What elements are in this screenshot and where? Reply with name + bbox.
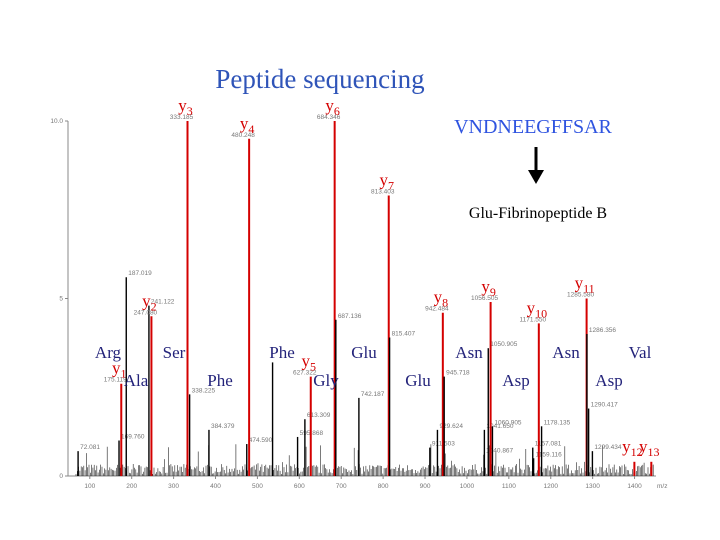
x-tick-label: 900 bbox=[420, 483, 431, 490]
peak-label: 1056.505 bbox=[471, 295, 498, 302]
peak-label: 684.346 bbox=[317, 114, 341, 121]
residue-label: Asp bbox=[595, 371, 622, 390]
y-tick-label: 0 bbox=[59, 473, 63, 480]
residue-label: Glu bbox=[351, 343, 377, 362]
residue-label: Phe bbox=[207, 371, 233, 390]
baseline-noise bbox=[75, 444, 654, 476]
peak-label: 169.760 bbox=[121, 434, 145, 441]
peak-label: 247.080 bbox=[134, 309, 158, 316]
peak-label: 815.407 bbox=[392, 331, 416, 338]
ion-label: y8 bbox=[434, 288, 449, 310]
residue-label: Asn bbox=[455, 343, 483, 362]
x-axis-label: m/z bbox=[657, 483, 667, 490]
peak-label: 1040.867 bbox=[486, 448, 513, 455]
x-tick-label: 1000 bbox=[460, 483, 475, 490]
peak-label: 1171.550 bbox=[519, 316, 546, 323]
peak-label: 384.379 bbox=[211, 423, 235, 430]
ion-label: y4 bbox=[240, 114, 255, 136]
ion-label: y2 bbox=[142, 291, 157, 313]
ion-label: y11 bbox=[575, 274, 595, 296]
peak-label: 1159.116 bbox=[536, 451, 563, 458]
residue-label: Val bbox=[629, 343, 652, 362]
peak-label: 1178.135 bbox=[544, 419, 571, 426]
peak-label: 1050.905 bbox=[490, 341, 517, 348]
residue-label: Ser bbox=[163, 343, 186, 362]
ion-label: y13 bbox=[639, 437, 660, 459]
peak-label: 613.309 bbox=[307, 412, 331, 419]
x-tick-label: 600 bbox=[294, 483, 305, 490]
arrow-head bbox=[528, 170, 544, 184]
peak-label: 1157.081 bbox=[535, 441, 562, 448]
chart-title: Peptide sequencing bbox=[215, 64, 424, 94]
x-tick-label: 200 bbox=[126, 483, 137, 490]
peak-label: 338.225 bbox=[192, 387, 216, 394]
x-tick-label: 100 bbox=[84, 483, 95, 490]
peak-label: 187.019 bbox=[128, 270, 152, 277]
peak-label: 72.081 bbox=[80, 444, 100, 451]
peak-label: 175.119 bbox=[104, 377, 127, 384]
peak-label: 627.322 bbox=[293, 370, 317, 377]
peak-label: 687.136 bbox=[338, 313, 362, 320]
x-tick-label: 300 bbox=[168, 483, 179, 490]
y-tick-label: 5 bbox=[59, 296, 63, 303]
peak-label: 241.122 bbox=[151, 299, 175, 306]
residue-label: Asp bbox=[502, 371, 529, 390]
residue-label: Asn bbox=[552, 343, 580, 362]
x-tick-label: 400 bbox=[210, 483, 221, 490]
ion-label: y9 bbox=[481, 277, 496, 299]
peak-label: 333.185 bbox=[170, 114, 194, 121]
residue-label: Glu bbox=[405, 371, 431, 390]
peak-label: 742.187 bbox=[361, 391, 385, 398]
peak-label: 1060.905 bbox=[494, 419, 521, 426]
x-tick-label: 500 bbox=[252, 483, 263, 490]
y-tick-label: 10.0 bbox=[50, 118, 63, 125]
x-tick-label: 1100 bbox=[502, 483, 516, 490]
sequence: VNDNEEGFFSAR bbox=[454, 116, 612, 138]
x-tick-label: 1200 bbox=[544, 483, 559, 490]
ion-label: y7 bbox=[379, 171, 394, 193]
residue-label: Gly bbox=[313, 371, 339, 390]
peak-label: 1286.356 bbox=[589, 327, 616, 334]
residue-label: Ala bbox=[124, 371, 149, 390]
x-tick-label: 800 bbox=[378, 483, 389, 490]
compound-name: Glu-Fibrinopeptide B bbox=[469, 205, 607, 222]
peak-label: 929.624 bbox=[439, 423, 463, 430]
peak-label: 1299.434 bbox=[594, 444, 621, 451]
peak-label: 1041.650 bbox=[486, 423, 513, 430]
residue-label: Phe bbox=[269, 343, 295, 362]
x-tick-label: 1400 bbox=[627, 483, 642, 490]
peak-label: 945.718 bbox=[446, 370, 470, 377]
residue-label: Arg bbox=[95, 343, 122, 362]
peak-label: 942.484 bbox=[425, 306, 449, 313]
peak-label: 813.403 bbox=[371, 189, 395, 196]
x-tick-label: 700 bbox=[336, 483, 347, 490]
ion-label: y3 bbox=[178, 96, 193, 118]
ion-label: y10 bbox=[527, 298, 548, 320]
peak-label: 480.248 bbox=[231, 132, 255, 139]
peak-label: 1290.417 bbox=[591, 402, 618, 409]
ion-label: y6 bbox=[325, 96, 340, 118]
peak-label: 1285.580 bbox=[567, 292, 594, 299]
x-tick-label: 1300 bbox=[585, 483, 600, 490]
peak-label: 474.590 bbox=[249, 437, 273, 444]
